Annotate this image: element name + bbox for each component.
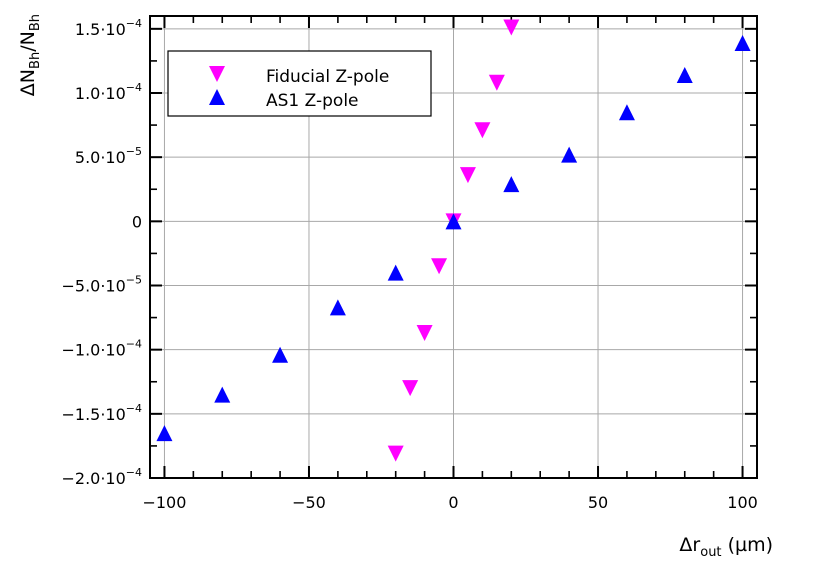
as1-point <box>387 264 404 281</box>
as1-point <box>214 386 231 403</box>
y-tick-label: 1.0·10−4 <box>75 81 142 103</box>
plot-frame <box>149 15 758 479</box>
y-tick-label: 1.5·10−4 <box>75 17 142 39</box>
y-tick-label: −5.0·10−5 <box>61 274 142 296</box>
fiducial-point <box>402 380 419 397</box>
as1-point <box>503 176 520 193</box>
as1-point <box>445 213 462 230</box>
fiducial-point <box>474 122 491 139</box>
y-tick-label: −1.0·10−4 <box>61 338 142 360</box>
fiducial-point <box>387 445 404 462</box>
axis-ticks <box>150 16 757 479</box>
legend-marker-as1 <box>209 89 225 105</box>
y-axis-title: ΔNBh/NBh <box>17 14 43 96</box>
fiducial-point <box>503 19 520 36</box>
legend-marker-fiducial <box>209 66 225 82</box>
legend-box <box>167 50 432 117</box>
legend-label-as1: AS1 Z-pole <box>266 91 359 111</box>
as1-point <box>561 146 578 163</box>
as1-point <box>734 34 751 51</box>
y-tick-label: −1.5·10−4 <box>61 402 142 424</box>
legend: Fiducial Z-pole AS1 Z-pole <box>167 50 432 117</box>
fiducial-point <box>488 74 505 91</box>
x-axis-title: Δrout (µm) <box>679 534 773 560</box>
legend-label-fiducial: Fiducial Z-pole <box>266 67 389 87</box>
fiducial-point <box>416 324 433 341</box>
tick-labels: −100 −50 0 50 100 −2.0·10−4 −1.5·10−4 −1.0·10−4… <box>61 17 757 512</box>
x-tick-label: 0 <box>448 493 458 512</box>
as1-point <box>676 67 693 84</box>
fiducial-point <box>431 258 448 275</box>
fiducial-point <box>459 167 476 184</box>
as1-point <box>156 425 173 442</box>
y-tick-label: −2.0·10−4 <box>61 466 142 488</box>
x-tick-label: −100 <box>142 493 186 512</box>
x-tick-label: −50 <box>292 493 326 512</box>
x-tick-label: 50 <box>588 493 608 512</box>
x-tick-label: 100 <box>727 493 758 512</box>
as1-point <box>618 104 635 121</box>
as1-point <box>272 346 289 363</box>
y-tick-label: 0 <box>132 212 142 231</box>
data-markers <box>156 19 751 462</box>
y-tick-label: 5.0·10−5 <box>75 145 142 167</box>
as1-point <box>329 299 346 316</box>
